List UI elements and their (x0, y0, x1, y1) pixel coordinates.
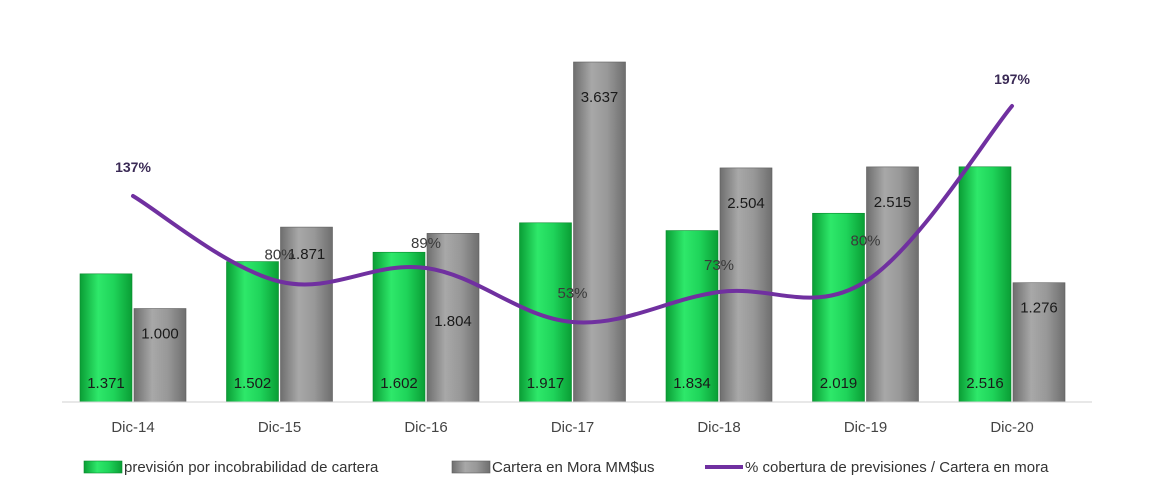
bar-cartera-mora-dic-16 (426, 233, 480, 403)
label-cobertura-dic-19: 80% (850, 233, 880, 250)
label-cartera-mora-dic-16: 1.804 (434, 313, 472, 330)
label-cartera-mora-dic-20: 1.276 (1020, 300, 1058, 317)
bar-prevision-dic-16 (372, 251, 426, 403)
label-cobertura-dic-17: 53% (557, 285, 587, 302)
legend-label-cobertura: % cobertura de previsiones / Cartera en … (745, 459, 1049, 476)
label-prevision-dic-20: 2.516 (966, 375, 1004, 392)
bar-prevision-dic-20 (958, 166, 1012, 403)
legend-item-prevision: previsión por incobrabilidad de cartera (83, 459, 379, 476)
label-cobertura-dic-20: 197% (994, 71, 1030, 87)
line-layer (131, 104, 1014, 325)
x-tick-dic-14: Dic-14 (111, 419, 154, 436)
bar-prevision-dic-15 (226, 261, 279, 403)
label-cartera-mora-dic-17: 3.637 (581, 89, 619, 106)
bars-layer (79, 61, 1066, 403)
x-tick-dic-18: Dic-18 (697, 419, 740, 436)
bar-cartera-mora-dic-15 (280, 226, 333, 403)
label-cartera-mora-dic-15: 1.871 (288, 246, 326, 263)
label-cartera-mora-dic-14: 1.000 (141, 326, 179, 343)
legend-label-cartera-mora: Cartera en Mora MM$us (492, 459, 655, 476)
label-prevision-dic-18: 1.834 (673, 375, 711, 392)
legend-item-cobertura: % cobertura de previsiones / Cartera en … (705, 459, 1049, 476)
bar-cartera-mora-dic-18 (719, 167, 773, 403)
label-prevision-dic-15: 1.502 (234, 375, 272, 392)
legend: previsión por incobrabilidad de cartera C… (83, 459, 1049, 476)
label-prevision-dic-19: 2.019 (820, 375, 858, 392)
x-tick-dic-20: Dic-20 (990, 419, 1033, 436)
bar-prevision-dic-19 (812, 212, 865, 403)
x-tick-dic-16: Dic-16 (404, 419, 447, 436)
label-prevision-dic-17: 1.917 (527, 375, 565, 392)
bar-cartera-mora-dic-17 (573, 61, 626, 403)
legend-swatch-prevision (83, 460, 123, 474)
x-tick-dic-15: Dic-15 (258, 419, 301, 436)
bar-prevision-dic-14 (79, 273, 133, 403)
bar-cartera-mora-dic-14 (133, 308, 187, 403)
bar-cartera-mora-dic-19 (866, 166, 919, 403)
x-tick-dic-19: Dic-19 (844, 419, 887, 436)
label-cobertura-dic-14: 137% (115, 159, 151, 175)
labels-layer: 1.371 1.000 1.502 1.871 1.602 1.804 1.917 3.637… (87, 71, 1058, 392)
label-cobertura-dic-15: 80% (264, 247, 294, 264)
line-cobertura (131, 104, 1014, 325)
label-prevision-dic-14: 1.371 (87, 375, 125, 392)
label-cartera-mora-dic-18: 2.504 (727, 195, 765, 212)
label-cartera-mora-dic-19: 2.515 (874, 194, 912, 211)
label-prevision-dic-16: 1.602 (380, 375, 418, 392)
bar-cartera-mora-dic-20 (1012, 282, 1066, 403)
label-cobertura-dic-18: 73% (704, 257, 734, 274)
x-tick-dic-17: Dic-17 (551, 419, 594, 436)
x-tick-labels: Dic-14 Dic-15 Dic-16 Dic-17 Dic-18 Dic-19 Dic-… (111, 419, 1033, 436)
legend-item-cartera-mora: Cartera en Mora MM$us (451, 459, 655, 476)
legend-label-prevision: previsión por incobrabilidad de cartera (124, 459, 379, 476)
label-cobertura-dic-16: 89% (411, 235, 441, 252)
legend-swatch-cartera-mora (451, 460, 491, 474)
